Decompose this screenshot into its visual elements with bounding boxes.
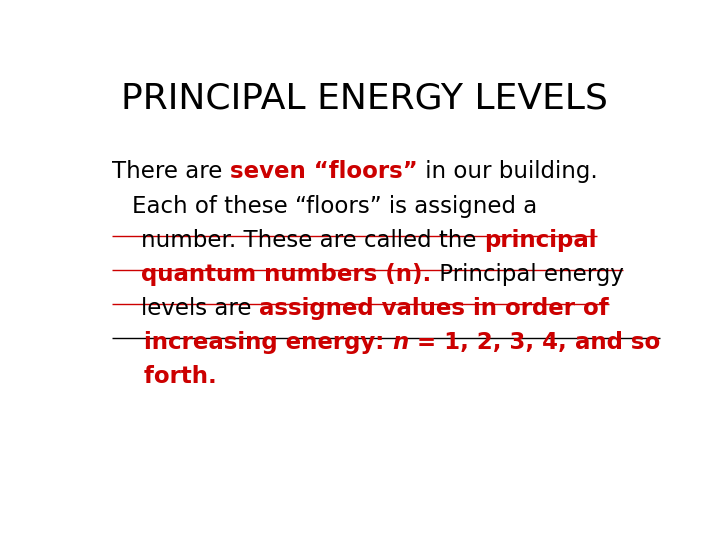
Text: and so: and so bbox=[567, 331, 660, 354]
Text: principal: principal bbox=[484, 228, 597, 252]
Text: forth.: forth. bbox=[112, 365, 217, 388]
Text: = 1, 2, 3, 4,: = 1, 2, 3, 4, bbox=[409, 331, 567, 354]
Text: Each of these “floors” is assigned a: Each of these “floors” is assigned a bbox=[132, 194, 537, 218]
Text: PRINCIPAL ENERGY LEVELS: PRINCIPAL ENERGY LEVELS bbox=[121, 82, 608, 116]
Text: quantum numbers (n).: quantum numbers (n). bbox=[141, 263, 431, 286]
Text: levels are: levels are bbox=[112, 297, 259, 320]
Text: assigned values in order of: assigned values in order of bbox=[259, 297, 608, 320]
Text: in our building.: in our building. bbox=[418, 160, 598, 184]
Text: Principal energy: Principal energy bbox=[431, 263, 624, 286]
Text: seven “floors”: seven “floors” bbox=[230, 160, 418, 184]
Text: increasing energy:: increasing energy: bbox=[112, 331, 392, 354]
Text: There are: There are bbox=[112, 160, 230, 184]
Text: n: n bbox=[392, 331, 409, 354]
Text: number. These are called the: number. These are called the bbox=[112, 228, 484, 252]
